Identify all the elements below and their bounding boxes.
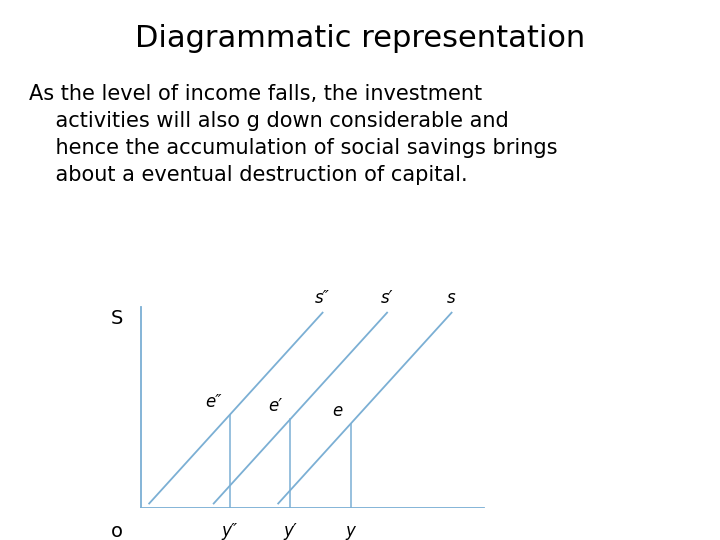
Text: S: S <box>111 308 123 328</box>
Text: e″: e″ <box>205 393 222 410</box>
Text: s′: s′ <box>381 288 393 307</box>
Text: y′: y′ <box>284 522 297 540</box>
Text: e: e <box>333 402 343 420</box>
Text: s″: s″ <box>315 288 330 307</box>
Text: y: y <box>346 522 356 540</box>
Text: y″: y″ <box>222 522 238 540</box>
Text: e′: e′ <box>269 397 282 415</box>
Text: Diagrammatic representation: Diagrammatic representation <box>135 24 585 53</box>
Text: s: s <box>447 288 456 307</box>
Text: As the level of income falls, the investment
    activities will also g down con: As the level of income falls, the invest… <box>29 84 557 185</box>
Text: o: o <box>111 522 123 540</box>
